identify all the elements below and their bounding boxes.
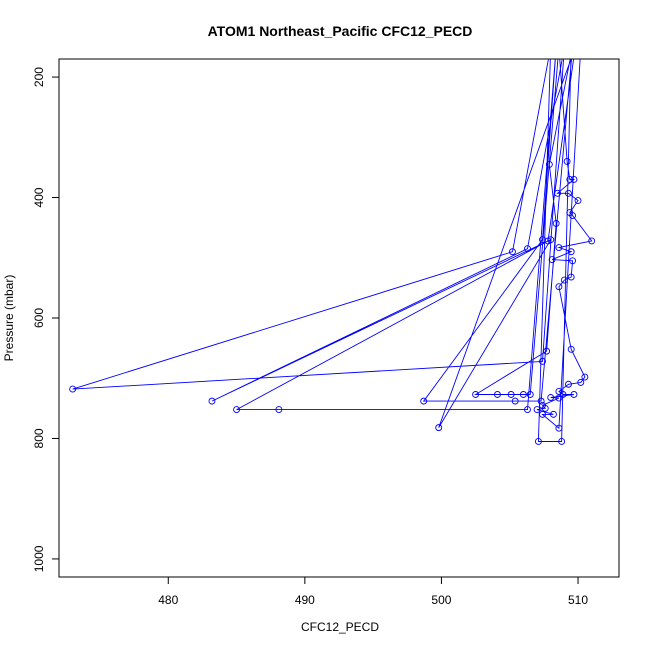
x-tick-label: 510 xyxy=(568,593,588,607)
data-point xyxy=(565,189,572,197)
x-tick-label: 500 xyxy=(431,593,451,607)
y-tick-label: 600 xyxy=(32,308,46,328)
data-point xyxy=(567,345,575,353)
data-point xyxy=(524,406,531,414)
data-point xyxy=(559,391,567,398)
data-point xyxy=(511,397,519,405)
data-point xyxy=(577,378,585,386)
data-point xyxy=(555,424,563,432)
data-point xyxy=(566,176,574,183)
series-line xyxy=(72,59,593,442)
y-axis-label: Pressure (mbar) xyxy=(2,275,16,362)
data-point xyxy=(507,391,515,398)
data-point xyxy=(539,410,546,418)
data-point xyxy=(547,394,555,401)
data-point xyxy=(548,256,556,264)
x-tick-label: 480 xyxy=(158,593,178,607)
data-point xyxy=(539,236,546,244)
data-point xyxy=(541,404,549,412)
data-point xyxy=(233,406,241,414)
data-point xyxy=(69,385,77,393)
data-point xyxy=(533,406,541,414)
y-tick-label: 800 xyxy=(32,428,46,448)
data-point xyxy=(581,373,589,381)
data-point xyxy=(526,391,534,398)
data-point xyxy=(552,219,560,227)
y-tick-label: 200 xyxy=(32,67,46,87)
data-point xyxy=(545,160,553,168)
data-point xyxy=(519,391,527,398)
data-point xyxy=(567,248,575,256)
data-point xyxy=(435,424,443,432)
data-point xyxy=(560,276,568,284)
data-point xyxy=(420,397,428,405)
data-point xyxy=(524,245,531,253)
data-point xyxy=(565,380,572,388)
y-tick-label: 400 xyxy=(32,187,46,207)
data-series xyxy=(69,59,596,445)
data-point xyxy=(275,406,283,414)
data-point xyxy=(570,391,578,398)
data-point xyxy=(570,176,578,183)
data-point xyxy=(472,391,480,398)
data-point xyxy=(555,283,563,291)
x-tick-label: 490 xyxy=(295,593,315,607)
x-axis: 480 490 500 510 xyxy=(158,577,588,607)
data-point xyxy=(563,157,571,165)
data-point xyxy=(588,237,596,245)
data-point xyxy=(543,347,551,355)
y-tick-label: 1000 xyxy=(32,545,46,572)
data-point xyxy=(555,394,563,402)
data-point xyxy=(558,438,566,445)
data-point xyxy=(554,189,561,197)
y-axis: 200 400 600 800 1000 xyxy=(32,67,59,572)
data-point xyxy=(539,357,546,365)
data-point xyxy=(208,397,216,405)
data-point xyxy=(549,410,557,418)
chart-title: ATOM1 Northeast_Pacific CFC12_PECD xyxy=(208,23,473,39)
x-axis-label: CFC12_PECD xyxy=(301,620,379,634)
data-point xyxy=(493,391,501,398)
data-point xyxy=(537,397,545,405)
data-point xyxy=(569,212,577,220)
data-point xyxy=(569,257,577,265)
data-point xyxy=(567,273,575,281)
data-point xyxy=(509,248,516,256)
data-point xyxy=(574,197,582,204)
data-point xyxy=(534,438,542,445)
data-point xyxy=(555,244,563,251)
